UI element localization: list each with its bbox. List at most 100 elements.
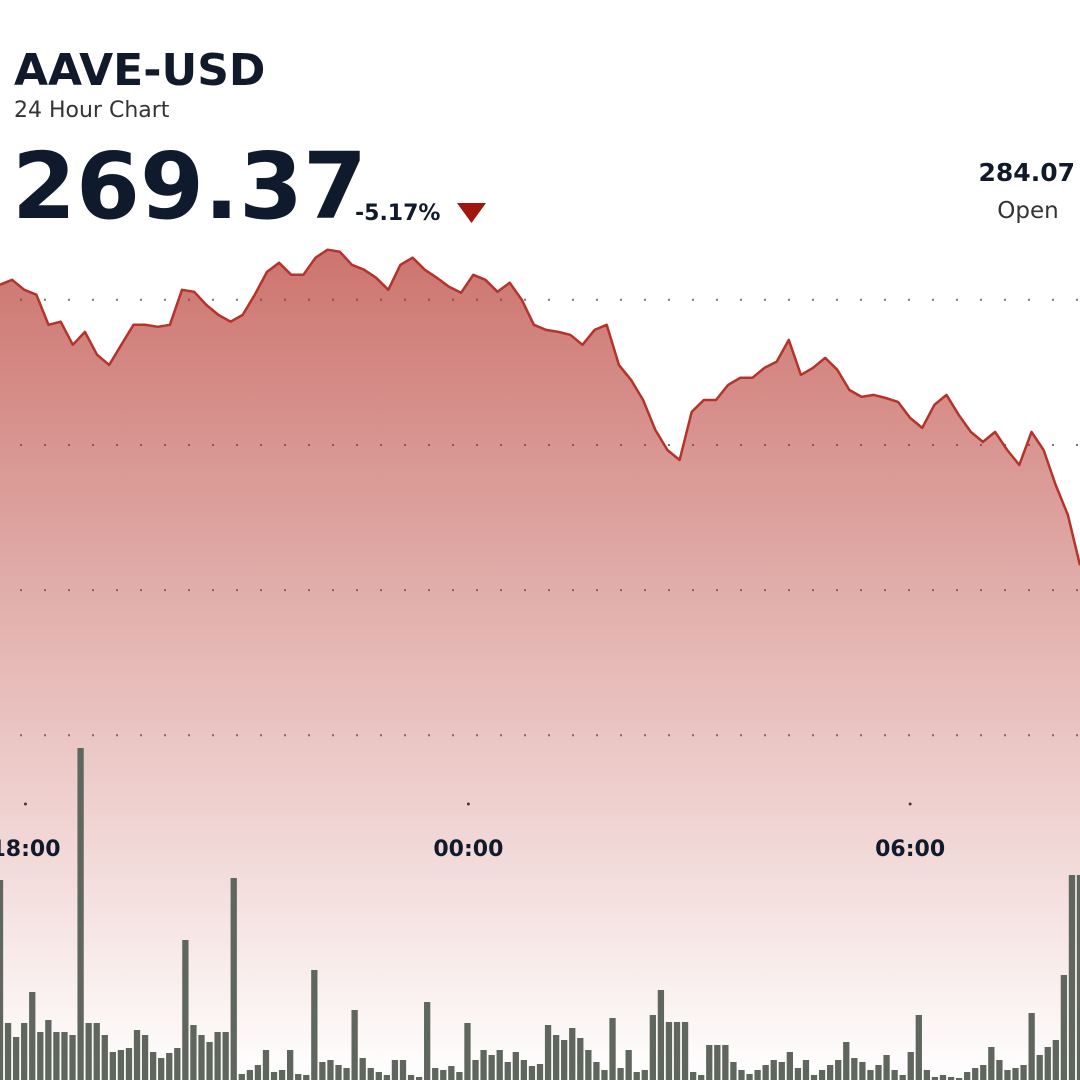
- price-area: [0, 249, 1080, 1080]
- volume-bar: [295, 1074, 302, 1080]
- volume-bar: [303, 1075, 310, 1080]
- volume-bar: [77, 748, 84, 1080]
- down-arrow: [457, 203, 486, 223]
- volume-bar: [472, 1060, 479, 1080]
- volume-bar: [802, 1060, 810, 1080]
- volume-bar: [504, 1062, 511, 1080]
- x-tick-label: 06:00: [875, 837, 945, 862]
- volume-bar: [512, 1052, 519, 1080]
- volume-bar: [955, 1078, 963, 1080]
- volume-bar: [907, 1052, 914, 1080]
- change: -5.17%: [355, 201, 440, 226]
- volume-bar: [432, 1068, 439, 1080]
- volume-bar: [722, 1045, 729, 1080]
- volume-bar: [939, 1075, 947, 1080]
- price: 269.37: [12, 133, 367, 240]
- volume-bar: [440, 1070, 447, 1080]
- volume-bar: [988, 1047, 995, 1080]
- volume-bar: [230, 878, 237, 1080]
- volume-bar: [117, 1050, 125, 1080]
- volume-bar: [1028, 1013, 1035, 1080]
- volume-bar: [794, 1068, 802, 1080]
- volume-bar: [754, 1070, 761, 1080]
- volume-bar: [85, 1023, 92, 1080]
- volume-bar: [166, 1053, 173, 1080]
- volume-bar: [424, 1002, 431, 1080]
- volume-bar: [609, 1018, 616, 1080]
- volume-bar: [1068, 875, 1076, 1080]
- volume-bar: [383, 1075, 391, 1080]
- volume-bar: [1004, 1070, 1011, 1080]
- price-line: [0, 248, 1080, 566]
- volume-bar: [69, 1035, 76, 1080]
- volume-bar: [448, 1066, 455, 1080]
- volume-bar: [133, 1030, 141, 1080]
- volume-bar: [246, 1070, 253, 1080]
- volume-bar: [270, 1072, 278, 1080]
- volume-bar: [456, 1072, 463, 1080]
- volume-bar: [641, 1070, 648, 1080]
- volume-bar: [665, 1022, 673, 1080]
- volume-bar: [714, 1045, 721, 1080]
- volume-bar: [278, 1070, 286, 1080]
- volume-bar: [601, 1070, 608, 1080]
- volume-bar: [931, 1077, 939, 1080]
- volume-bar: [891, 1070, 898, 1080]
- volume-bar: [552, 1035, 560, 1080]
- volume-bar: [617, 1068, 624, 1080]
- volume-bar: [45, 1020, 52, 1080]
- volume-bar: [37, 1032, 44, 1080]
- chart-title: AAVE-USD: [14, 45, 265, 96]
- volume-bar: [125, 1048, 133, 1080]
- volume-bar: [778, 1062, 785, 1080]
- open-value: 284.07: [979, 158, 1075, 187]
- volume-bar: [561, 1040, 568, 1080]
- volume-bar: [633, 1072, 640, 1080]
- volume-bar: [93, 1023, 100, 1080]
- volume-bar: [496, 1050, 503, 1080]
- volume-bar: [875, 1065, 882, 1080]
- volume-bar: [351, 1010, 358, 1080]
- volume-bar: [262, 1050, 270, 1080]
- volume-bar: [698, 1075, 705, 1080]
- volume-bar: [1020, 1065, 1027, 1080]
- volume-bar: [528, 1066, 536, 1080]
- open-label: Open: [997, 198, 1058, 224]
- volume-bar: [1012, 1068, 1019, 1080]
- volume-bar: [109, 1052, 116, 1080]
- volume-bar: [214, 1032, 221, 1080]
- volume-bar: [190, 1025, 197, 1080]
- volume-bar: [327, 1060, 334, 1080]
- volume-bar: [867, 1070, 874, 1080]
- volume-bar: [746, 1074, 753, 1080]
- volume-bar: [222, 1032, 229, 1080]
- volume-bar: [399, 1060, 407, 1080]
- volume-bar: [544, 1025, 552, 1080]
- x-tick-label: 00:00: [433, 837, 503, 862]
- volume-bar: [319, 1062, 326, 1080]
- volume-bar: [1036, 1055, 1043, 1080]
- volume-bar: [843, 1042, 850, 1080]
- volume-bar: [577, 1038, 584, 1080]
- volume-bar: [359, 1058, 366, 1080]
- volume-bar: [972, 1068, 979, 1080]
- volume-bar: [391, 1060, 399, 1080]
- volume-bar: [915, 1015, 922, 1080]
- volume-bar: [407, 1075, 415, 1080]
- volume-bar: [12, 1037, 20, 1080]
- volume-bar: [706, 1045, 713, 1080]
- volume-bar: [738, 1070, 745, 1080]
- volume-bar: [311, 970, 318, 1080]
- x-tick-label: 18:00: [0, 837, 60, 862]
- volume-bar: [536, 1064, 544, 1080]
- volume-bar: [1076, 875, 1080, 1080]
- volume-bar: [174, 1048, 181, 1080]
- volume-bar: [851, 1058, 858, 1080]
- volume-bar: [101, 1035, 108, 1080]
- volume-bar: [238, 1074, 245, 1080]
- volume-bar: [182, 940, 189, 1080]
- volume-bar: [520, 1060, 528, 1080]
- volume-bar: [730, 1062, 737, 1080]
- volume-bar: [287, 1050, 294, 1080]
- volume-bar: [810, 1075, 818, 1080]
